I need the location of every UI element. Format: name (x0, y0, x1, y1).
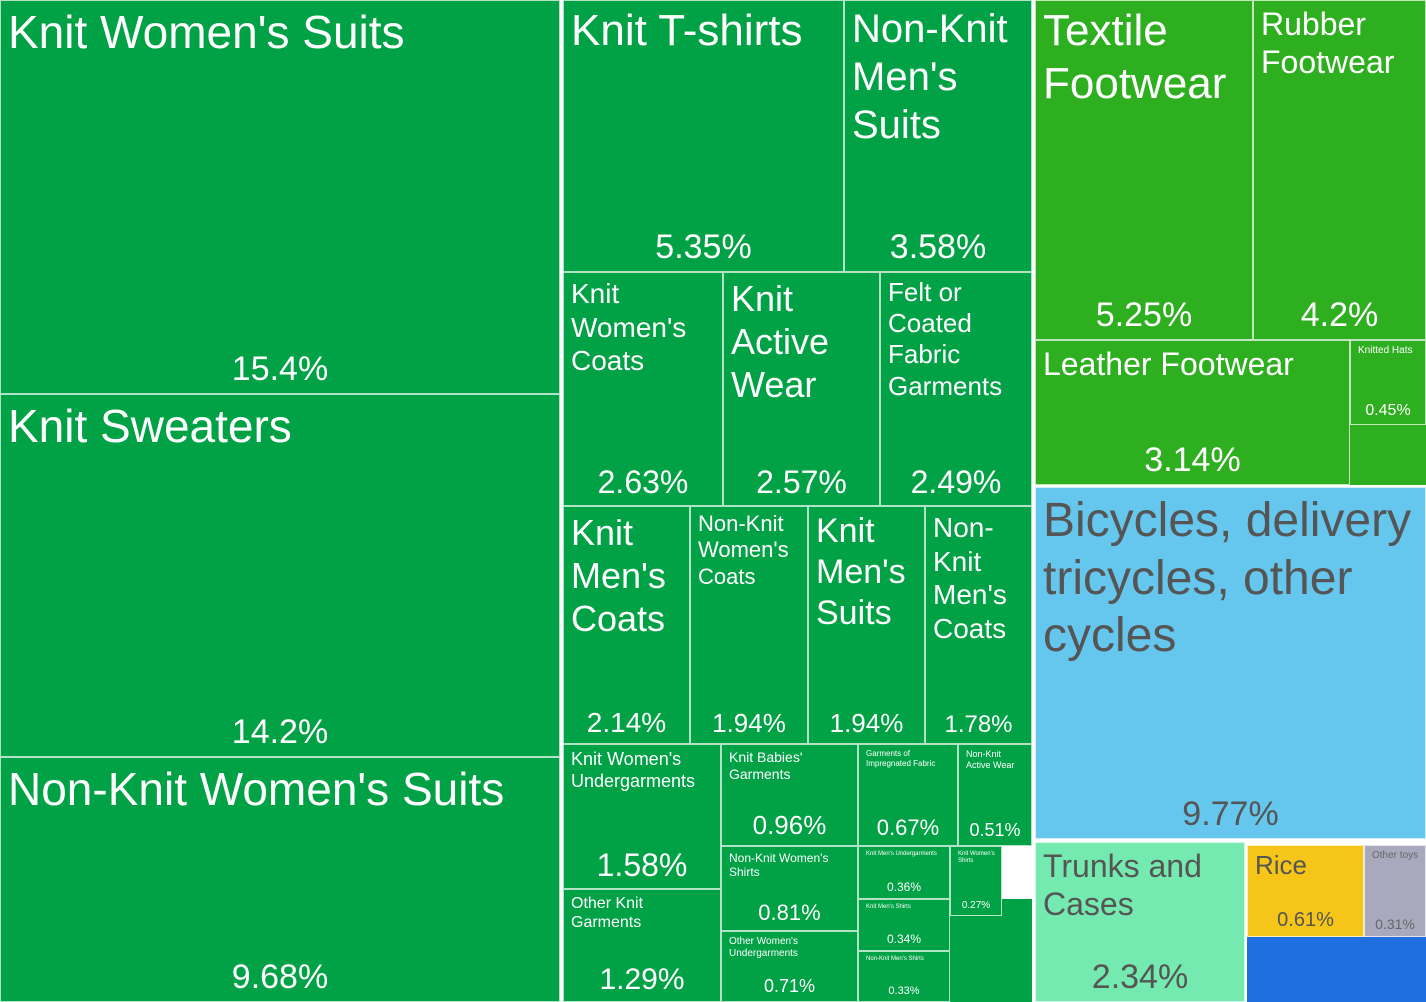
tile: Other toys 0.31% (1364, 845, 1426, 937)
tile-value: 2.63% (597, 464, 689, 500)
tile: Rubber Footwear 4.2% (1253, 0, 1426, 340)
tile-label: Leather Footwear (1043, 346, 1294, 382)
tile-value: 9.68% (231, 958, 329, 996)
footwear-remainder (1350, 425, 1426, 485)
tile-value: 3.58% (889, 228, 987, 266)
tile: Knit T-shirts 5.35% (563, 0, 844, 272)
tile-label: Knit Men's Suits (816, 512, 906, 632)
tile-value: 1.78% (944, 711, 1013, 738)
tile-value: 1.29% (599, 963, 685, 996)
tile-value: 2.14% (586, 707, 667, 738)
tile-label: Knit Men's Undergarments (866, 851, 937, 857)
tile-label: Other Women's Undergarments (729, 936, 798, 959)
tile: Other Knit Garments 1.29% (563, 889, 721, 1002)
tile-value: 0.36% (886, 880, 922, 894)
tile-label: Felt or Coated Fabric Garments (888, 277, 1003, 401)
tile-value: 0.81% (758, 900, 821, 925)
tile: Non-Knit Women's Suits 9.68% (0, 757, 560, 1002)
tile: Knit Babies' Garments 0.96% (721, 744, 858, 846)
tile-value: 0.45% (1365, 402, 1411, 419)
tile: Non-Knit Active Wear 0.51% (958, 744, 1032, 846)
tile-label: Garments of Impregnated Fabric (866, 749, 936, 768)
tile: Knit Men's Undergarments 0.36% (858, 846, 950, 899)
tile-value: 0.31% (1375, 916, 1415, 932)
tile-label: Knit Women's Suits (8, 6, 405, 58)
tile: Knit Men's Coats 2.14% (563, 506, 690, 744)
tile-value: 0.27% (961, 900, 991, 911)
tile: Rice 0.61% (1247, 845, 1364, 937)
tile-value: 2.57% (756, 464, 847, 500)
tile-value: 0.96% (752, 810, 827, 840)
tile: Knit Men's Shirts 0.34% (858, 899, 950, 951)
tile: Knit Active Wear 2.57% (723, 272, 880, 506)
tile-label: Non-Knit Men's Coats (933, 512, 1007, 644)
tile-label: Non-Knit Women's Shirts (729, 851, 829, 880)
tile-label: Knitted Hats (1358, 345, 1413, 356)
tile-value: 1.58% (596, 847, 688, 883)
tile-label: Knit Women's Shirts (958, 851, 995, 865)
tile-label: Knit Babies' Garments (729, 749, 803, 782)
tile-label: Textile Footwear (1043, 6, 1227, 108)
textile-remainder (950, 899, 1032, 1002)
tile-value: 0.67% (876, 815, 940, 840)
tile-value: 3.14% (1144, 441, 1241, 479)
tile-label: Other Knit Garments (571, 895, 644, 932)
tile-value: 5.35% (655, 228, 752, 266)
tile-value: 0.71% (763, 976, 816, 996)
tile-value: 0.34% (886, 932, 922, 946)
tile: Non-Knit Women's Shirts 0.81% (721, 846, 858, 931)
tile-value: 4.2% (1300, 296, 1379, 334)
tile-value: 0.51% (969, 820, 1021, 840)
tile-label: Non-Knit Active Wear (966, 749, 1015, 770)
tile: Bicycles, delivery tricycles, other cycl… (1035, 487, 1426, 839)
tile: Knit Sweaters 14.2% (0, 394, 560, 757)
tile-label: Bicycles, delivery tricycles, other cycl… (1043, 494, 1412, 663)
tile: Knitted Hats 0.45% (1350, 340, 1426, 425)
tile: Garments of Impregnated Fabric 0.67% (858, 744, 958, 846)
tile-label: Non-Knit Women's Coats (698, 511, 789, 589)
tile-label: Non-Knit Women's Suits (8, 763, 505, 815)
tile-label: Rice (1255, 850, 1308, 880)
tile: Other Women's Undergarments 0.71% (721, 931, 858, 1002)
tile-label: Rubber Footwear (1261, 6, 1395, 81)
tile: Knit Women's Coats 2.63% (563, 272, 723, 506)
tile: Non-Knit Men's Suits 3.58% (844, 0, 1032, 272)
tile-label: Knit Sweaters (8, 400, 292, 452)
tile-value: 2.34% (1091, 958, 1189, 996)
tile: Non-Knit Men's Coats 1.78% (925, 506, 1032, 744)
tile-value: 0.33% (888, 985, 920, 997)
tile-value: 15.4% (231, 350, 329, 388)
tile: Trunks and Cases 2.34% (1035, 842, 1245, 1002)
tile-label: Non-Knit Men's Shirts (866, 956, 924, 962)
tile: Non-Knit Women's Coats 1.94% (690, 506, 808, 744)
tile-label: Trunks and Cases (1043, 848, 1202, 923)
tile: Knit Women's Suits 15.4% (0, 0, 560, 394)
tile-label: Other toys (1372, 850, 1419, 861)
tile-label: Knit Active Wear (731, 278, 830, 406)
other-remainder (1247, 937, 1426, 1002)
tile: Textile Footwear 5.25% (1035, 0, 1253, 340)
tile: Knit Women's Shirts 0.27% (950, 846, 1002, 916)
tile-value: 1.94% (712, 708, 786, 738)
tile: Non-Knit Men's Shirts 0.33% (858, 951, 950, 1002)
tile-value: 14.2% (231, 713, 329, 751)
tile-label: Knit Women's Undergarments (571, 749, 696, 791)
tile: Knit Women's Undergarments 1.58% (563, 744, 721, 889)
tile-value: 0.61% (1277, 909, 1334, 931)
tile-label: Non-Knit Men's Suits (852, 7, 1008, 147)
tile-value: 9.77% (1182, 795, 1279, 833)
tile-label: Knit T-shirts (571, 6, 803, 55)
tile: Knit Men's Suits 1.94% (808, 506, 925, 744)
tile-value: 1.94% (829, 708, 904, 738)
tile: Leather Footwear 3.14% (1035, 340, 1350, 485)
tile-label: Knit Women's Coats (571, 278, 687, 377)
tile-value: 2.49% (910, 464, 1002, 500)
tile-label: Knit Men's Shirts (866, 904, 911, 910)
tile: Felt or Coated Fabric Garments 2.49% (880, 272, 1032, 506)
tile-value: 5.25% (1095, 296, 1193, 334)
tile-label: Knit Men's Coats (571, 512, 666, 640)
